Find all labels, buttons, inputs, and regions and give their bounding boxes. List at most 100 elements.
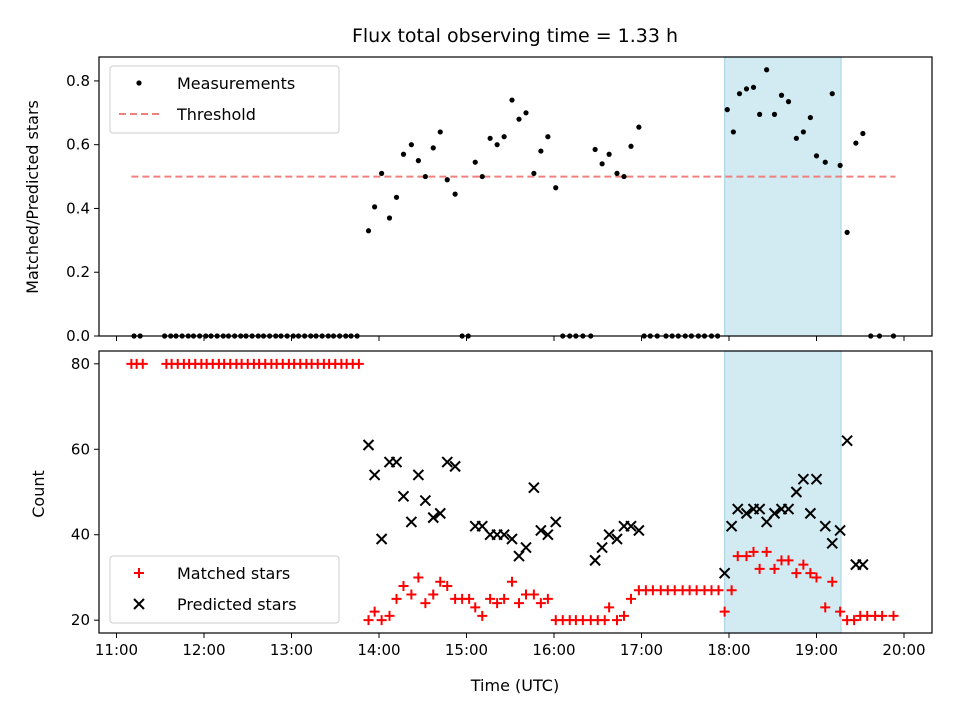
matched-star-point: [528, 589, 539, 600]
predicted-star-point: [718, 567, 731, 579]
matched-star-point: [754, 563, 765, 574]
legend-marker-measurements: [136, 80, 142, 86]
predicted-star-point: [732, 503, 744, 515]
matched-star-point: [363, 615, 374, 626]
matched-star-point: [604, 602, 615, 613]
y-tick-label: 80: [71, 355, 90, 373]
y-tick-label: 0.8: [66, 72, 90, 90]
x-tick-label: 17:00: [620, 641, 663, 659]
x-tick-label: 18:00: [707, 641, 750, 659]
predicted-star-point: [596, 541, 608, 554]
matched-star-point: [719, 606, 730, 617]
y-tick-label: 0.4: [66, 199, 90, 217]
measurement-point: [813, 153, 820, 159]
predicted-star-point: [368, 469, 381, 481]
matched-star-point: [726, 585, 737, 596]
x-tick-label: 13:00: [270, 641, 313, 659]
predicted-star-point: [857, 558, 869, 571]
measurement-point: [860, 130, 866, 137]
measurement-point: [487, 135, 493, 141]
predicted-star-point: [797, 473, 810, 485]
measurement-point: [545, 134, 551, 140]
predicted-star-point: [390, 456, 403, 468]
x-tick-label: 14:00: [357, 641, 400, 659]
matched-star-point: [811, 572, 822, 583]
legend-marker-predicted: [133, 598, 145, 610]
x-tick-label: 12:00: [182, 641, 225, 659]
measurement-point: [393, 194, 400, 200]
measurement-point: [479, 173, 485, 180]
legend-label-predicted: Predicted stars: [177, 595, 297, 614]
measurement-point: [736, 91, 743, 97]
predicted-star-point: [520, 541, 532, 554]
measurement-point: [422, 173, 428, 180]
predicted-star-point: [753, 503, 766, 515]
matched-star-point: [353, 358, 364, 369]
measurement-point: [757, 111, 763, 117]
measurement-point: [472, 159, 478, 165]
chart-title: Flux total observing time = 1.33 h: [352, 25, 678, 47]
predicted-star-point: [405, 516, 418, 528]
matched-star-point: [435, 576, 446, 587]
matched-star-point: [619, 610, 629, 621]
legend-label-measurements: Measurements: [177, 74, 295, 93]
measurement-point: [844, 229, 850, 235]
matched-star-point: [612, 615, 622, 626]
predicted-star-point: [506, 533, 518, 545]
plot-frame: [98, 350, 933, 634]
measurement-point: [400, 151, 407, 157]
predicted-star-point: [427, 511, 439, 524]
legend-label-threshold: Threshold: [176, 105, 256, 124]
measurement-point: [778, 92, 785, 98]
predicted-star-point: [633, 524, 645, 537]
predicted-star-point: [498, 529, 510, 541]
measurement-point: [494, 142, 500, 148]
matched-star-point: [805, 568, 816, 579]
predicted-star-point: [725, 520, 738, 532]
predicted-star-point: [419, 494, 432, 507]
matched-star-point: [485, 593, 496, 604]
x-tick-label: 19:00: [795, 641, 838, 659]
measurement-point: [509, 97, 515, 103]
measurement-point: [853, 140, 859, 146]
matched-star-point: [499, 593, 510, 604]
measurement-point: [372, 204, 378, 210]
x-tick-label: 20:00: [882, 641, 925, 659]
predicted-star-point: [611, 533, 623, 545]
predicted-star-point: [819, 520, 831, 532]
legend-label-matched: Matched stars: [177, 564, 290, 583]
measurement-point: [730, 129, 736, 135]
plot-frame: [98, 56, 933, 337]
measurement-point: [785, 99, 792, 105]
predicted-star-point: [550, 516, 562, 528]
x-tick-label: 16:00: [532, 641, 575, 659]
y-tick-label: 0.6: [66, 136, 90, 154]
predicted-star-point: [362, 439, 375, 451]
y-tick-label: 0.2: [66, 263, 90, 281]
measurement-point: [599, 161, 605, 167]
matched-star-point: [477, 610, 488, 621]
matched-star-point: [791, 568, 802, 579]
measurement-point: [743, 86, 750, 92]
matched-star-point: [820, 602, 831, 613]
predicted-star-point: [740, 507, 753, 520]
matched-star-point: [470, 602, 481, 613]
predicted-star-point: [441, 456, 453, 468]
observing-span-shade: [724, 56, 842, 337]
matched-star-point: [464, 593, 475, 604]
measurement-point: [365, 228, 372, 234]
matched-star-point: [741, 551, 752, 562]
matched-star-point: [769, 563, 780, 574]
matched-star-point: [783, 555, 794, 566]
matched-star-point: [761, 546, 772, 557]
matched-star-point: [369, 606, 380, 617]
matched-star-point: [542, 593, 553, 604]
matched-star-point: [599, 615, 610, 626]
y-tick-label: 60: [71, 440, 90, 458]
matched-star-point: [384, 610, 395, 621]
ratio-panel: 0.0 0.2 0.4 0.6 0.8 Measurements Threshold: [66, 56, 933, 345]
observing-span-shade: [724, 350, 842, 634]
measurement-point: [822, 159, 828, 165]
measurement-point: [408, 142, 414, 148]
